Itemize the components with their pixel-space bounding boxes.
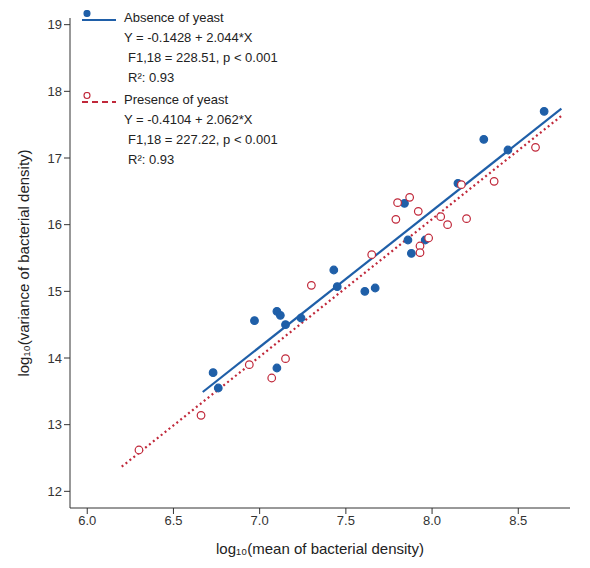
svg-text:17: 17 — [48, 151, 62, 166]
html-text:Presence of yeast: Presence of yeast — [124, 92, 229, 107]
svg-text:8.0: 8.0 — [423, 513, 441, 528]
svg-text:6.0: 6.0 — [78, 513, 96, 528]
html-text:Absence of yeast: Absence of yeast — [124, 10, 224, 25]
svg-text:16: 16 — [48, 217, 62, 232]
svg-text:8.5: 8.5 — [509, 513, 527, 528]
svg-text:19: 19 — [48, 17, 62, 32]
svg-text:12: 12 — [48, 484, 62, 499]
svg-text:14: 14 — [48, 351, 62, 366]
svg-text:log₁₀(variance of bacterial de: log₁₀(variance of bacterial density) — [15, 149, 32, 376]
svg-text:6.5: 6.5 — [164, 513, 182, 528]
svg-text:18: 18 — [48, 84, 62, 99]
html-text:R²: 0.93: R²: 0.93 — [128, 70, 175, 85]
html-text:F1,18 = 227.22, p < 0.001: F1,18 = 227.22, p < 0.001 — [128, 132, 278, 147]
html-text:R²: 0.93: R²: 0.93 — [128, 152, 175, 167]
svg-text:log₁₀(mean of bacterial densit: log₁₀(mean of bacterial density) — [216, 540, 424, 557]
svg-text:13: 13 — [48, 417, 62, 432]
html-text:F1,18 = 228.51, p < 0.001: F1,18 = 228.51, p < 0.001 — [128, 50, 278, 65]
html-text:Y = -0.1428 + 2.044*X: Y = -0.1428 + 2.044*X — [124, 30, 253, 45]
svg-text:7.0: 7.0 — [251, 513, 269, 528]
svg-text:15: 15 — [48, 284, 62, 299]
svg-text:7.5: 7.5 — [337, 513, 355, 528]
html-text:Y = -0.4104 + 2.062*X: Y = -0.4104 + 2.062*X — [124, 112, 253, 127]
